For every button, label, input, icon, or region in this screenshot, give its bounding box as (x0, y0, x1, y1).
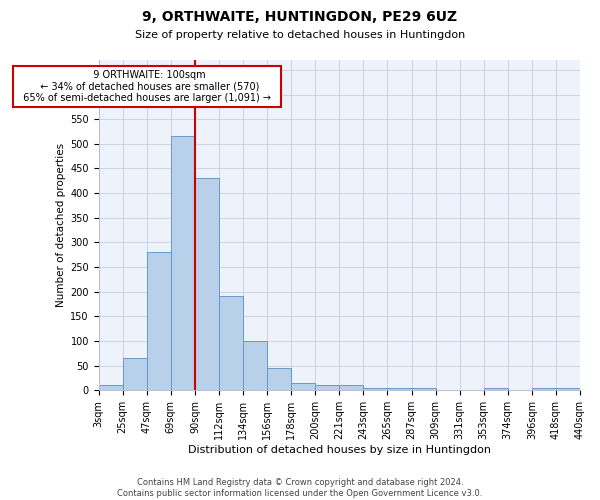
Bar (219, 296, 243, 390)
Text: Size of property relative to detached houses in Huntingdon: Size of property relative to detached ho… (135, 30, 465, 40)
Bar (388, 388, 412, 390)
Bar (484, 388, 508, 390)
Bar (412, 388, 436, 390)
Bar (340, 386, 364, 390)
Bar (147, 252, 171, 390)
Bar (122, 358, 147, 390)
Bar (171, 136, 195, 390)
Bar (195, 178, 219, 390)
Bar (532, 388, 556, 390)
Bar (315, 386, 340, 390)
Bar (556, 388, 580, 390)
Text: Contains HM Land Registry data © Crown copyright and database right 2024.
Contai: Contains HM Land Registry data © Crown c… (118, 478, 482, 498)
Text: 9 ORTHWAITE: 100sqm
  ← 34% of detached houses are smaller (570)
  65% of semi-d: 9 ORTHWAITE: 100sqm ← 34% of detached ho… (17, 70, 277, 103)
Bar (291, 383, 315, 390)
Bar (267, 368, 291, 390)
Y-axis label: Number of detached properties: Number of detached properties (56, 143, 66, 307)
Bar (364, 388, 388, 390)
Bar (98, 386, 122, 390)
X-axis label: Distribution of detached houses by size in Huntingdon: Distribution of detached houses by size … (188, 445, 491, 455)
Bar (243, 341, 267, 390)
Text: 9, ORTHWAITE, HUNTINGDON, PE29 6UZ: 9, ORTHWAITE, HUNTINGDON, PE29 6UZ (142, 10, 458, 24)
